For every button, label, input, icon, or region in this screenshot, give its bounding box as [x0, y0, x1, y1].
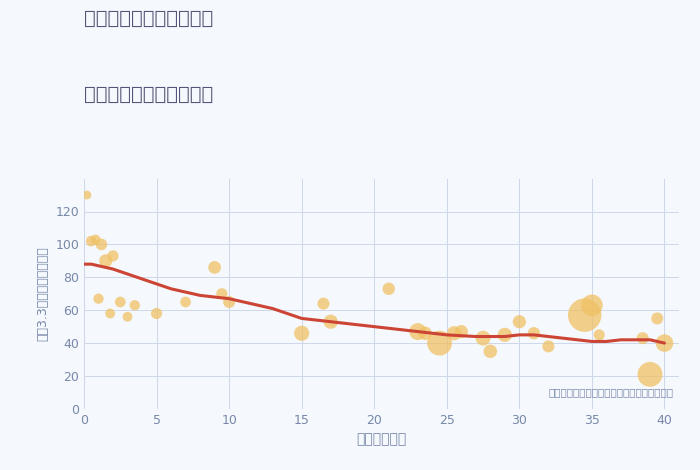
Point	[90, 236, 101, 243]
Point	[216, 290, 228, 298]
Point	[499, 331, 510, 338]
Point	[594, 331, 605, 338]
Point	[318, 300, 329, 307]
Point	[383, 285, 394, 292]
Point	[151, 310, 162, 317]
Text: 円の大きさは、取引のあった物件面積を示す: 円の大きさは、取引のあった物件面積を示す	[548, 387, 673, 397]
Text: 愛知県豊橋市新西浜町の: 愛知県豊橋市新西浜町の	[84, 9, 214, 28]
Point	[107, 252, 118, 259]
Point	[449, 329, 460, 337]
X-axis label: 築年数（年）: 築年数（年）	[356, 432, 407, 446]
Point	[223, 298, 235, 306]
Point	[130, 302, 141, 309]
Point	[528, 329, 540, 337]
Point	[456, 328, 467, 336]
Point	[104, 310, 116, 317]
Point	[434, 339, 445, 347]
Point	[93, 295, 104, 303]
Point	[325, 318, 336, 325]
Text: 築年数別中古戸建て価格: 築年数別中古戸建て価格	[84, 85, 214, 103]
Point	[100, 257, 111, 265]
Point	[484, 348, 496, 355]
Point	[115, 298, 126, 306]
Point	[96, 241, 107, 248]
Point	[542, 343, 554, 350]
Point	[659, 339, 670, 347]
Point	[419, 329, 430, 337]
Y-axis label: 坪（3.3㎡）単価（万円）: 坪（3.3㎡）単価（万円）	[36, 246, 50, 341]
Point	[587, 302, 598, 309]
Point	[180, 298, 191, 306]
Point	[85, 237, 97, 245]
Point	[579, 312, 590, 319]
Point	[477, 335, 489, 342]
Point	[514, 318, 525, 325]
Point	[122, 313, 133, 321]
Point	[412, 328, 423, 336]
Point	[652, 315, 663, 322]
Point	[209, 264, 220, 271]
Point	[645, 370, 656, 378]
Point	[81, 191, 92, 199]
Point	[296, 329, 307, 337]
Point	[637, 335, 648, 342]
